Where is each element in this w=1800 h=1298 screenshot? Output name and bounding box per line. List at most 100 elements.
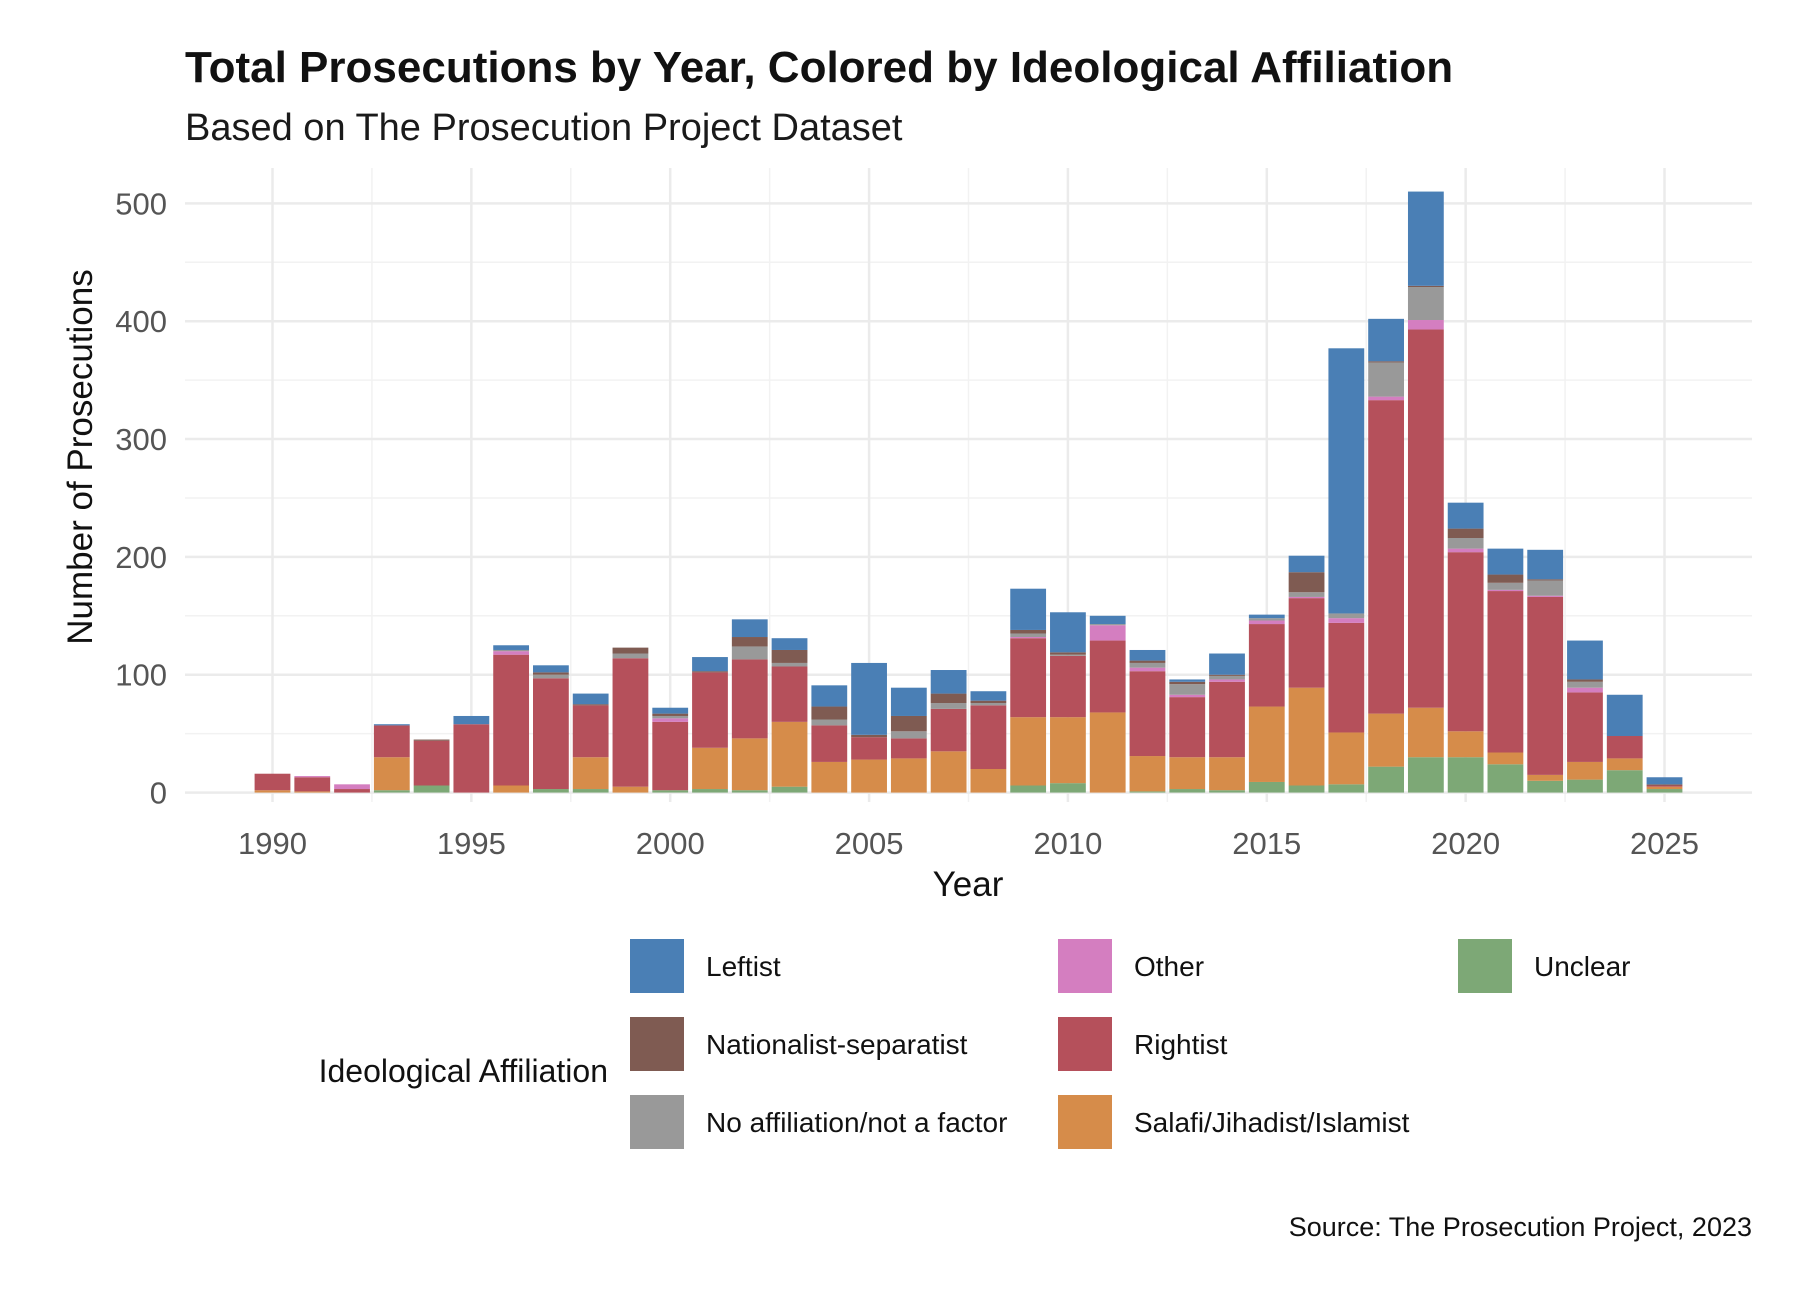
bar-2021-no-affiliation-not-a-factor xyxy=(1487,582,1524,590)
bar-2005-nationalist-separatist xyxy=(851,734,887,738)
bar-2004-leftist xyxy=(811,685,848,707)
bar-2013-leftist xyxy=(1169,679,1206,682)
bar-2002-leftist xyxy=(731,619,768,638)
bar-2012-unclear xyxy=(1129,791,1166,793)
legend-label-leftist: Leftist xyxy=(706,951,781,982)
bar-2020-leftist xyxy=(1447,502,1484,529)
y-tick-label: 400 xyxy=(115,304,167,339)
bar-2025-rightist xyxy=(1646,785,1683,787)
bar-2005-salafi-jihadist-islamist xyxy=(851,759,887,793)
bar-2003-nationalist-separatist xyxy=(771,649,808,663)
bar-2023-rightist xyxy=(1567,692,1603,762)
bar-2001-rightist xyxy=(692,672,728,748)
chart-caption: Source: The Prosecution Project, 2023 xyxy=(1289,1212,1752,1242)
bar-1998-unclear xyxy=(572,789,609,793)
bar-2010-leftist xyxy=(1050,612,1086,653)
bar-2000-other xyxy=(652,718,689,722)
bar-2007-leftist xyxy=(930,670,967,694)
bar-2004-nationalist-separatist xyxy=(811,706,848,720)
bar-2016-no-affiliation-not-a-factor xyxy=(1288,592,1325,597)
bar-1997-rightist xyxy=(533,678,569,790)
x-tick-label: 2000 xyxy=(636,826,705,861)
bar-2011-rightist xyxy=(1089,640,1126,713)
bar-1996-other xyxy=(493,651,530,655)
bar-2023-unclear xyxy=(1567,779,1603,793)
bar-2015-unclear xyxy=(1248,781,1285,793)
bar-2012-rightist xyxy=(1129,671,1166,757)
bar-2011-other xyxy=(1089,625,1126,641)
x-tick-label: 1990 xyxy=(238,826,307,861)
bar-2013-salafi-jihadist-islamist xyxy=(1169,757,1206,790)
bar-2001-unclear xyxy=(692,789,728,793)
bar-2021-rightist xyxy=(1487,591,1524,753)
bar-2022-rightist xyxy=(1527,596,1564,775)
bar-2013-other xyxy=(1169,694,1206,698)
bar-2002-unclear xyxy=(731,790,768,793)
x-tick-label: 2010 xyxy=(1033,826,1102,861)
legend-key-no-affiliation-not-a-factor xyxy=(630,1095,684,1149)
bar-2006-leftist xyxy=(890,687,927,716)
bar-2019-nationalist-separatist xyxy=(1407,285,1444,288)
bar-2020-unclear xyxy=(1447,757,1484,793)
bar-1996-no-affiliation-not-a-factor xyxy=(493,649,530,652)
bar-2006-salafi-jihadist-islamist xyxy=(890,758,927,793)
bar-1995-rightist xyxy=(453,724,490,793)
bar-2003-leftist xyxy=(771,638,808,650)
bar-2008-no-affiliation-not-a-factor xyxy=(970,703,1007,706)
bar-2021-other xyxy=(1487,589,1524,592)
bar-2021-leftist xyxy=(1487,548,1524,575)
bar-2018-rightist xyxy=(1368,400,1404,714)
bar-2014-unclear xyxy=(1209,790,1245,793)
bars xyxy=(254,191,1683,793)
bar-2004-salafi-jihadist-islamist xyxy=(811,761,848,793)
legend-key-nationalist-separatist xyxy=(630,1017,684,1071)
y-tick-label: 300 xyxy=(115,422,167,457)
legend-key-leftist xyxy=(630,939,684,993)
chart-title: Total Prosecutions by Year, Colored by I… xyxy=(185,43,1453,92)
bar-2015-salafi-jihadist-islamist xyxy=(1248,706,1285,782)
bar-2020-no-affiliation-not-a-factor xyxy=(1447,538,1484,549)
bar-2023-no-affiliation-not-a-factor xyxy=(1567,681,1603,688)
bar-2015-other xyxy=(1248,620,1285,625)
bar-1992-rightist xyxy=(334,789,370,793)
bar-2012-no-affiliation-not-a-factor xyxy=(1129,662,1166,668)
bar-2007-nationalist-separatist xyxy=(930,693,967,704)
bar-2021-unclear xyxy=(1487,764,1524,793)
bar-2020-other xyxy=(1447,548,1484,553)
bar-2007-rightist xyxy=(930,708,967,752)
bar-2017-salafi-jihadist-islamist xyxy=(1328,732,1365,785)
bar-2017-other xyxy=(1328,618,1365,623)
bar-2007-no-affiliation-not-a-factor xyxy=(930,703,967,709)
bar-2016-other xyxy=(1288,596,1325,599)
bar-2012-nationalist-separatist xyxy=(1129,660,1166,663)
bar-2002-nationalist-separatist xyxy=(731,637,768,647)
bar-2014-leftist xyxy=(1209,653,1245,675)
legend-label-unclear: Unclear xyxy=(1534,951,1630,982)
bar-1994-rightist xyxy=(413,740,450,786)
bar-2020-salafi-jihadist-islamist xyxy=(1447,731,1484,758)
bar-1994-unclear xyxy=(413,785,450,793)
bar-2014-nationalist-separatist xyxy=(1209,674,1245,676)
legend-title: Ideological Affiliation xyxy=(319,1053,608,1089)
bar-1991-salafi-jihadist-islamist xyxy=(294,791,331,793)
bar-2017-rightist xyxy=(1328,622,1365,733)
bar-2018-leftist xyxy=(1368,318,1404,362)
bar-2025-unclear xyxy=(1646,789,1683,793)
bar-2022-other xyxy=(1527,595,1564,597)
bar-1996-leftist xyxy=(493,645,530,650)
chart-subtitle: Based on The Prosecution Project Dataset xyxy=(185,107,903,149)
bar-2012-salafi-jihadist-islamist xyxy=(1129,756,1166,792)
bar-2003-salafi-jihadist-islamist xyxy=(771,721,808,787)
bar-1991-other xyxy=(294,776,331,778)
bar-1992-other xyxy=(334,784,370,790)
bar-2014-no-affiliation-not-a-factor xyxy=(1209,675,1245,680)
bar-2018-other xyxy=(1368,396,1404,401)
bar-1999-salafi-jihadist-islamist xyxy=(612,786,649,793)
bar-2016-leftist xyxy=(1288,555,1325,573)
bar-1999-no-affiliation-not-a-factor xyxy=(612,653,649,659)
bar-2024-rightist xyxy=(1606,736,1643,759)
bar-2009-rightist xyxy=(1010,638,1047,718)
bar-2016-nationalist-separatist xyxy=(1288,572,1325,593)
bar-2016-salafi-jihadist-islamist xyxy=(1288,687,1325,786)
bar-2009-no-affiliation-not-a-factor xyxy=(1010,633,1047,638)
